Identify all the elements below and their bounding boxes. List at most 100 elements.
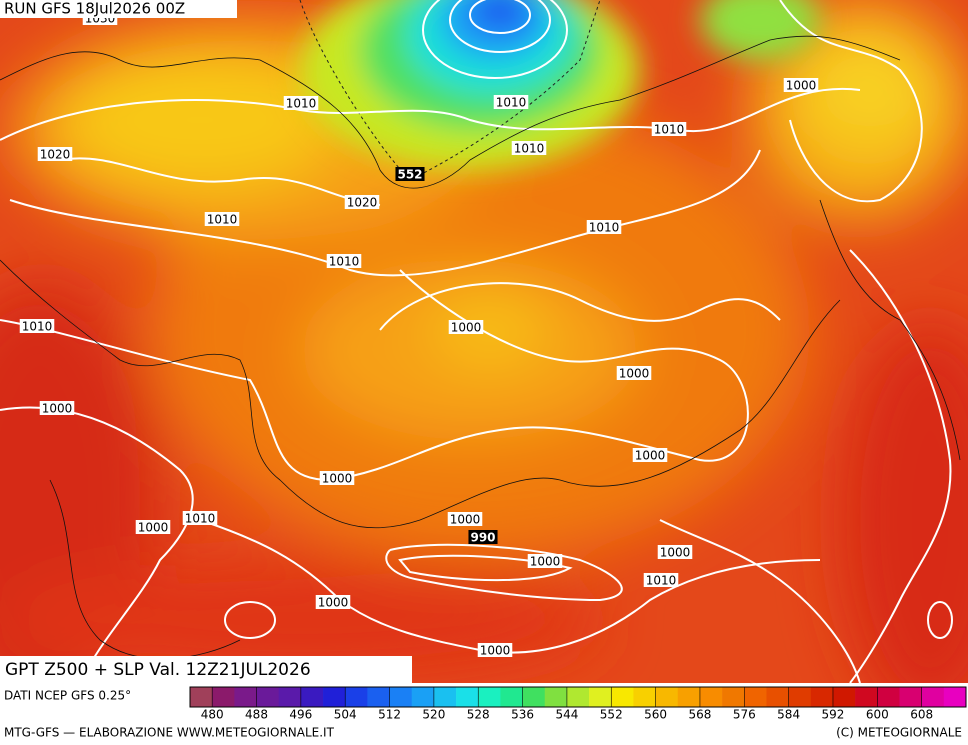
colorbar-tick-label: 520 (422, 708, 445, 722)
colorbar-swatch (367, 687, 390, 707)
header-box (0, 0, 237, 18)
contour-label-box (395, 167, 425, 181)
contour-label-box (527, 554, 563, 568)
colorbar-swatch (633, 687, 656, 707)
contour-label-box (643, 573, 679, 587)
colorbar-swatch (744, 687, 767, 707)
contour-label-box (632, 448, 668, 462)
contour-label-box (315, 595, 351, 609)
colorbar-swatch (899, 687, 922, 707)
contour-label: 1020 (40, 148, 71, 162)
colorbar-swatch (389, 687, 413, 707)
contour-label: 1010 (496, 96, 527, 110)
contour-label-box (37, 147, 73, 161)
contour-label: 1010 (646, 574, 677, 588)
contour-label-box (448, 320, 484, 334)
colorbar-tick-label: 608 (910, 708, 933, 722)
colorbar-swatch (500, 687, 523, 707)
contour-label-box (39, 401, 75, 415)
colorbar-swatch (877, 687, 900, 707)
colorbar-tick-label: 568 (688, 708, 711, 722)
contour-label: 1000 (660, 546, 691, 560)
contour-label: 1010 (329, 255, 360, 269)
colorbar-tick-label: 576 (733, 708, 756, 722)
contour-label: 1000 (450, 513, 481, 527)
colorbar-tick-label: 560 (644, 708, 667, 722)
title-box (0, 656, 412, 683)
coastlines (0, 35, 961, 660)
contour-label: 1000 (530, 555, 561, 569)
contour-label-box (651, 122, 687, 136)
colorbar-swatch (256, 687, 279, 707)
colorbar-swatch (921, 687, 945, 707)
colorbar-tick-label: 512 (378, 708, 401, 722)
contour-label-box (493, 95, 529, 109)
contour-label: 990 (470, 531, 495, 545)
colorbar-tick-label: 552 (600, 708, 623, 722)
colorbar-swatch (345, 687, 368, 707)
colorbar-swatch (456, 687, 479, 707)
data-source: DATI NCEP GFS 0.25° (4, 689, 131, 703)
colorbar-tick-label: 600 (866, 708, 889, 722)
colorbar-tick-label: 480 (201, 708, 224, 722)
contour-label: 1010 (185, 512, 216, 526)
contour-label-box (19, 319, 55, 333)
colorbar-tick-label: 584 (777, 708, 800, 722)
contour-label: 1010 (22, 320, 53, 334)
contour-label: 1000 (451, 321, 482, 335)
contour-label-box (586, 220, 622, 234)
contour-label-box (783, 78, 819, 92)
contour-label-box (283, 96, 319, 110)
colorbar-swatch (810, 687, 834, 707)
contour-label: 1010 (589, 221, 620, 235)
colorbar-swatch (655, 687, 679, 707)
colorbar-swatch (722, 687, 745, 707)
colorbar-frame (189, 686, 967, 708)
colorbar-swatch (300, 687, 324, 707)
colorbar-swatch (544, 687, 568, 707)
colorbar-swatch (832, 687, 856, 707)
contour-label: 1000 (635, 449, 666, 463)
colorbar-swatch (478, 687, 501, 707)
colorbar-swatch (212, 687, 235, 707)
contour-label-box (616, 366, 652, 380)
contour-label: 1000 (786, 79, 817, 93)
contour-label-box (468, 530, 498, 544)
run-info: RUN GFS 18Jul2026 00Z (4, 0, 185, 18)
contour-label: 1000 (480, 644, 511, 658)
contour-label: 1010 (207, 213, 238, 227)
map-field (0, 0, 968, 683)
colorbar-swatch (855, 687, 878, 707)
colorbar-swatch (699, 687, 723, 707)
colorbar-swatch (323, 687, 346, 707)
footer-right: (C) METEOGIORNALE (836, 726, 962, 740)
colorbar-swatch (943, 687, 967, 707)
colorbar-swatch (278, 687, 302, 707)
colorbar-swatch (788, 687, 812, 707)
colorbar-swatch (589, 687, 612, 707)
contour-label-box (511, 141, 547, 155)
contour-label-box (135, 520, 171, 534)
contour-label-box (447, 512, 483, 526)
contour-label: 1010 (514, 142, 545, 156)
contour-label: 1020 (347, 196, 378, 210)
contour-label: 552 (397, 168, 422, 182)
isobars (0, 0, 953, 683)
colorbar-swatch (411, 687, 435, 707)
colorbar-swatch (234, 687, 257, 707)
colorbar-swatch (190, 687, 213, 707)
contour-label: 1010 (286, 97, 317, 111)
contour-label: 1000 (322, 472, 353, 486)
contour-label-box (204, 212, 240, 226)
contour-label: 1000 (138, 521, 169, 535)
contour-label-box (182, 511, 218, 525)
map-title: GPT Z500 + SLP Val. 12Z21JUL2026 (5, 660, 311, 680)
contour-label: 1010 (654, 123, 685, 137)
colorbar-swatch (522, 687, 546, 707)
colorbar-swatch (677, 687, 701, 707)
contour-label-box (657, 545, 693, 559)
colorbar-swatch (566, 687, 590, 707)
